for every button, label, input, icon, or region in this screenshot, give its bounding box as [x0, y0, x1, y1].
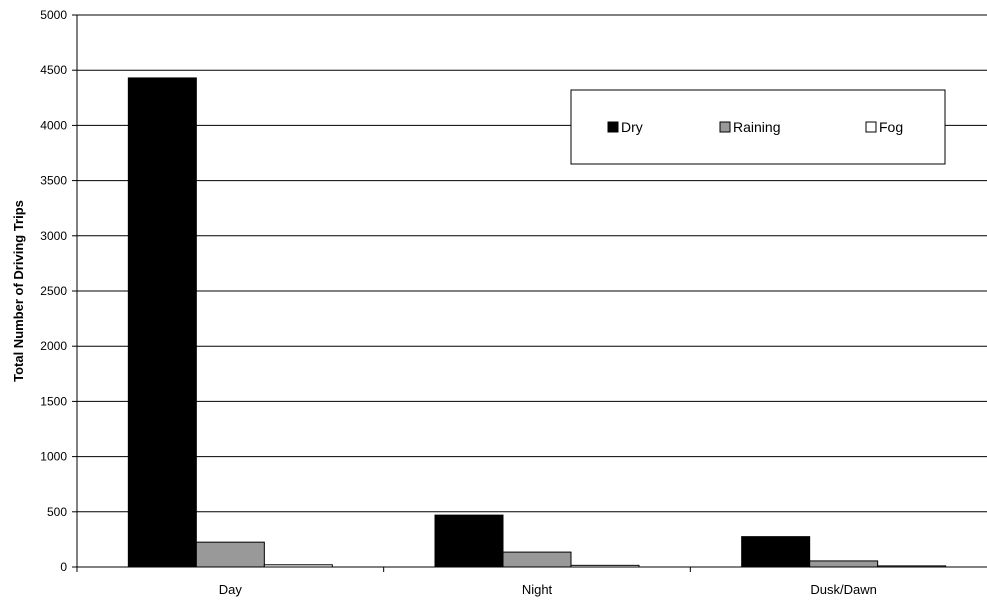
- x-category-label: Dusk/Dawn: [810, 582, 876, 597]
- legend-label-fog: Fog: [879, 119, 903, 135]
- y-tick-label: 3000: [40, 229, 67, 243]
- bar-raining-day: [195, 541, 265, 568]
- bar-raining-dusk-dawn: [809, 560, 879, 568]
- y-tick-label: 2000: [40, 339, 67, 353]
- y-tick-label: 5000: [40, 8, 67, 22]
- y-tick-labels: 0 500 1000 1500 2000 2500 3000 3500 4000 4500 5000: [40, 8, 77, 574]
- bar-dry-dusk-dawn: [741, 536, 811, 568]
- y-tick-label: 4500: [40, 63, 67, 77]
- y-tick-label: 1000: [40, 450, 67, 464]
- bars: [127, 77, 947, 568]
- y-axis-title: Total Number of Driving Trips: [11, 200, 26, 382]
- legend-swatch-fog: [865, 121, 877, 133]
- y-tick-label: 0: [60, 560, 67, 574]
- legend-swatch-dry: [607, 121, 619, 133]
- bar-dry-day: [127, 77, 197, 568]
- y-tick-label: 4000: [40, 118, 67, 132]
- legend-swatch-raining: [719, 121, 731, 133]
- legend-label-raining: Raining: [733, 119, 780, 135]
- legend: Dry Raining Fog: [570, 89, 946, 165]
- x-category-labels: Day Night Dusk/Dawn: [76, 567, 877, 597]
- y-tick-label: 1500: [40, 394, 67, 408]
- gridlines: [77, 14, 987, 513]
- bar-raining-night: [502, 551, 572, 568]
- y-tick-label: 500: [47, 505, 67, 519]
- x-category-label: Night: [522, 582, 553, 597]
- x-category-label: Day: [219, 582, 243, 597]
- bar-dry-night: [434, 514, 504, 568]
- legend-box: [570, 89, 946, 165]
- y-tick-label: 3500: [40, 174, 67, 188]
- legend-label-dry: Dry: [621, 119, 643, 135]
- y-tick-label: 2500: [40, 284, 67, 298]
